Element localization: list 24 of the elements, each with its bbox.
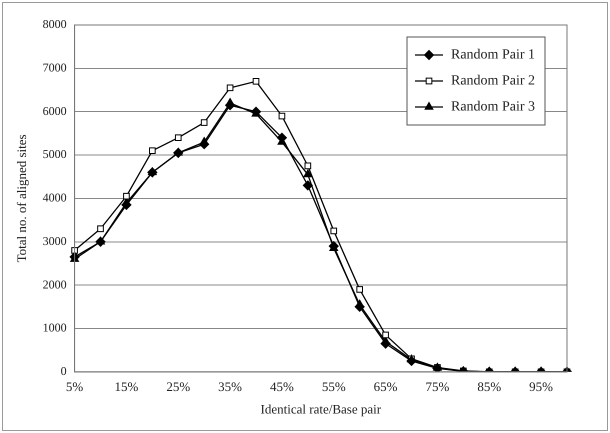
y-tick-label: 3000 [42, 234, 67, 248]
x-tick-label: 15% [114, 379, 139, 394]
y-tick-label: 1000 [42, 320, 67, 335]
y-axis-title: Total no. of aligned sites [14, 134, 30, 262]
x-tick-label: 85% [477, 379, 502, 394]
legend-label: Random Pair 1 [451, 48, 536, 63]
y-tick-label: 4000 [42, 190, 67, 205]
x-tick-label: 35% [218, 379, 242, 394]
y-tick-label: 6000 [42, 104, 67, 118]
x-tick-label: 95% [529, 379, 554, 394]
legend-label: Random Pair 3 [451, 100, 536, 115]
x-axis-title: Identical rate/Base pair [260, 402, 382, 417]
y-tick-label: 0 [60, 364, 67, 378]
x-tick-label: 75% [426, 379, 450, 394]
y-tick-label: 2000 [42, 277, 67, 292]
x-tick-label: 65% [374, 379, 398, 394]
x-tick-label: 45% [270, 379, 294, 394]
y-tick-label: 7000 [42, 60, 67, 75]
x-tick-label: 25% [166, 379, 190, 394]
y-tick-label: 8000 [42, 17, 67, 32]
x-tick-label: 5% [66, 379, 84, 394]
legend-label: Random Pair 2 [451, 74, 536, 89]
y-tick-label: 5000 [42, 147, 67, 162]
x-tick-label: 55% [322, 379, 346, 394]
